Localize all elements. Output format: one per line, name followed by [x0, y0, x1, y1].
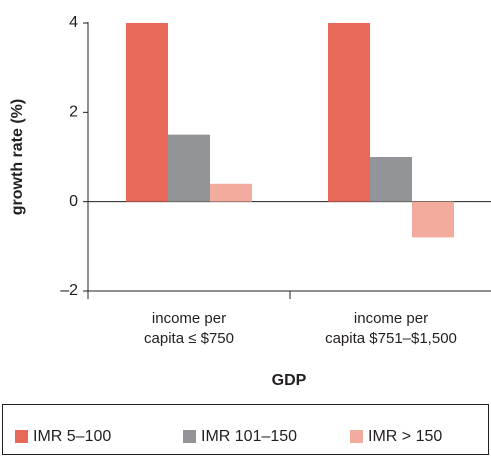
bar	[412, 201, 454, 238]
legend-swatch	[15, 430, 28, 443]
bar	[328, 23, 370, 202]
y-tick-label: 4	[69, 14, 78, 31]
y-tick-label: –2	[60, 282, 78, 299]
x-tick-label: income per capita $751–$1,500	[325, 310, 457, 347]
legend-swatch	[183, 430, 196, 443]
y-tick-label: 0	[69, 193, 78, 210]
bar	[126, 23, 168, 202]
legend-box	[2, 404, 489, 455]
bar	[370, 157, 412, 202]
y-tick-label: 2	[69, 104, 78, 121]
legend-label: IMR > 150	[368, 428, 442, 445]
y-axis-label: growth rate (%)	[9, 99, 26, 215]
x-axis-label: GDP	[272, 372, 307, 389]
legend-swatch	[350, 430, 363, 443]
x-tick-label: income per capita ≤ $750	[144, 310, 234, 347]
legend-label: IMR 101–150	[201, 428, 297, 445]
legend-label: IMR 5–100	[33, 428, 111, 445]
bar	[168, 134, 210, 202]
bar	[210, 183, 252, 202]
